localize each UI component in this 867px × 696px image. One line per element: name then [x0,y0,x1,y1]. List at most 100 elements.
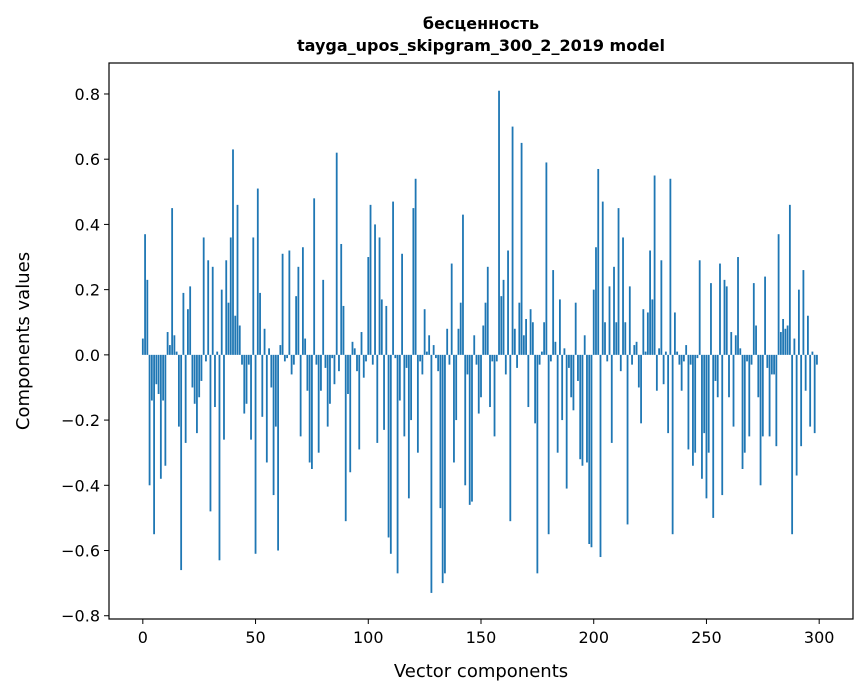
bar [209,354,212,512]
bar [412,208,415,355]
bar [811,351,814,355]
bar [513,328,516,355]
bar [407,354,410,499]
bar [764,276,766,355]
bar [719,263,721,355]
bar [518,302,521,355]
bar [723,279,726,355]
bar [450,263,453,355]
bar [770,354,773,375]
bar [705,354,708,499]
bar [531,322,534,355]
bar [475,354,478,365]
bar [270,354,273,388]
bar [387,354,390,538]
bar [326,354,329,427]
bar [606,354,609,362]
bar [529,309,532,355]
bar [710,283,712,355]
bar [725,286,728,355]
y-axis: −0.8 −0.6 −0.4 −0.2 0.0 0.2 0.4 0.6 0.8 [61,85,109,626]
bar [227,302,230,355]
bar [288,250,291,355]
bar [471,354,473,502]
bar [752,283,755,355]
bar [617,208,620,355]
bar [504,354,507,375]
bar [218,354,221,561]
bar [574,302,577,355]
bar [405,354,408,368]
bar [757,354,760,398]
bar [457,328,460,355]
bar [401,253,403,355]
bar [428,335,431,355]
bar [678,354,681,365]
bar [568,354,570,368]
y-tick-label: −0.2 [61,411,100,430]
bar [788,204,791,355]
bar [520,142,523,355]
bar [673,312,676,355]
bar [683,354,685,362]
bar [435,354,437,359]
x-tick-label: 50 [245,628,265,647]
bar [342,305,345,355]
chart-subtitle: tayga_upos_skipgram_300_2_2019 model [297,36,665,55]
bar [306,354,309,391]
y-tick-label: −0.4 [61,476,100,495]
bar [207,260,210,355]
bar [340,243,343,355]
bar [455,354,458,421]
bar [563,348,566,355]
bar [441,354,444,584]
bar [243,354,246,414]
bar [664,351,667,355]
bar [545,162,548,355]
bar [187,309,189,355]
bar [554,341,557,355]
y-tick-label: −0.6 [61,542,100,561]
bar [741,354,744,469]
bar [559,299,561,355]
x-tick-label: 250 [691,628,722,647]
bar [633,345,636,355]
bar [333,354,336,385]
bar [500,296,503,355]
bar [324,354,327,368]
bar [581,354,584,466]
bar [608,286,611,355]
bar [689,354,692,365]
bar [177,354,180,427]
bar [649,250,651,355]
bar [403,354,406,437]
bar [730,332,733,355]
bar [622,237,624,355]
bar [809,354,812,427]
bar [797,289,800,355]
bar [205,354,207,362]
bar [362,354,365,378]
bar [211,266,214,355]
bar [660,260,663,355]
bar [477,354,480,414]
bar [586,354,588,463]
bar [493,354,496,437]
bar [430,354,433,593]
bar [502,279,505,355]
bar [716,354,719,398]
bar [245,354,248,404]
bar [317,354,320,453]
bar [292,354,295,365]
bar [141,338,144,355]
bar [775,354,778,447]
bar [320,354,322,391]
bar [619,354,622,372]
bar [378,237,381,355]
bar [238,325,241,355]
bar [721,354,724,496]
bar [464,354,467,486]
bar [509,354,512,522]
bar [782,318,785,355]
